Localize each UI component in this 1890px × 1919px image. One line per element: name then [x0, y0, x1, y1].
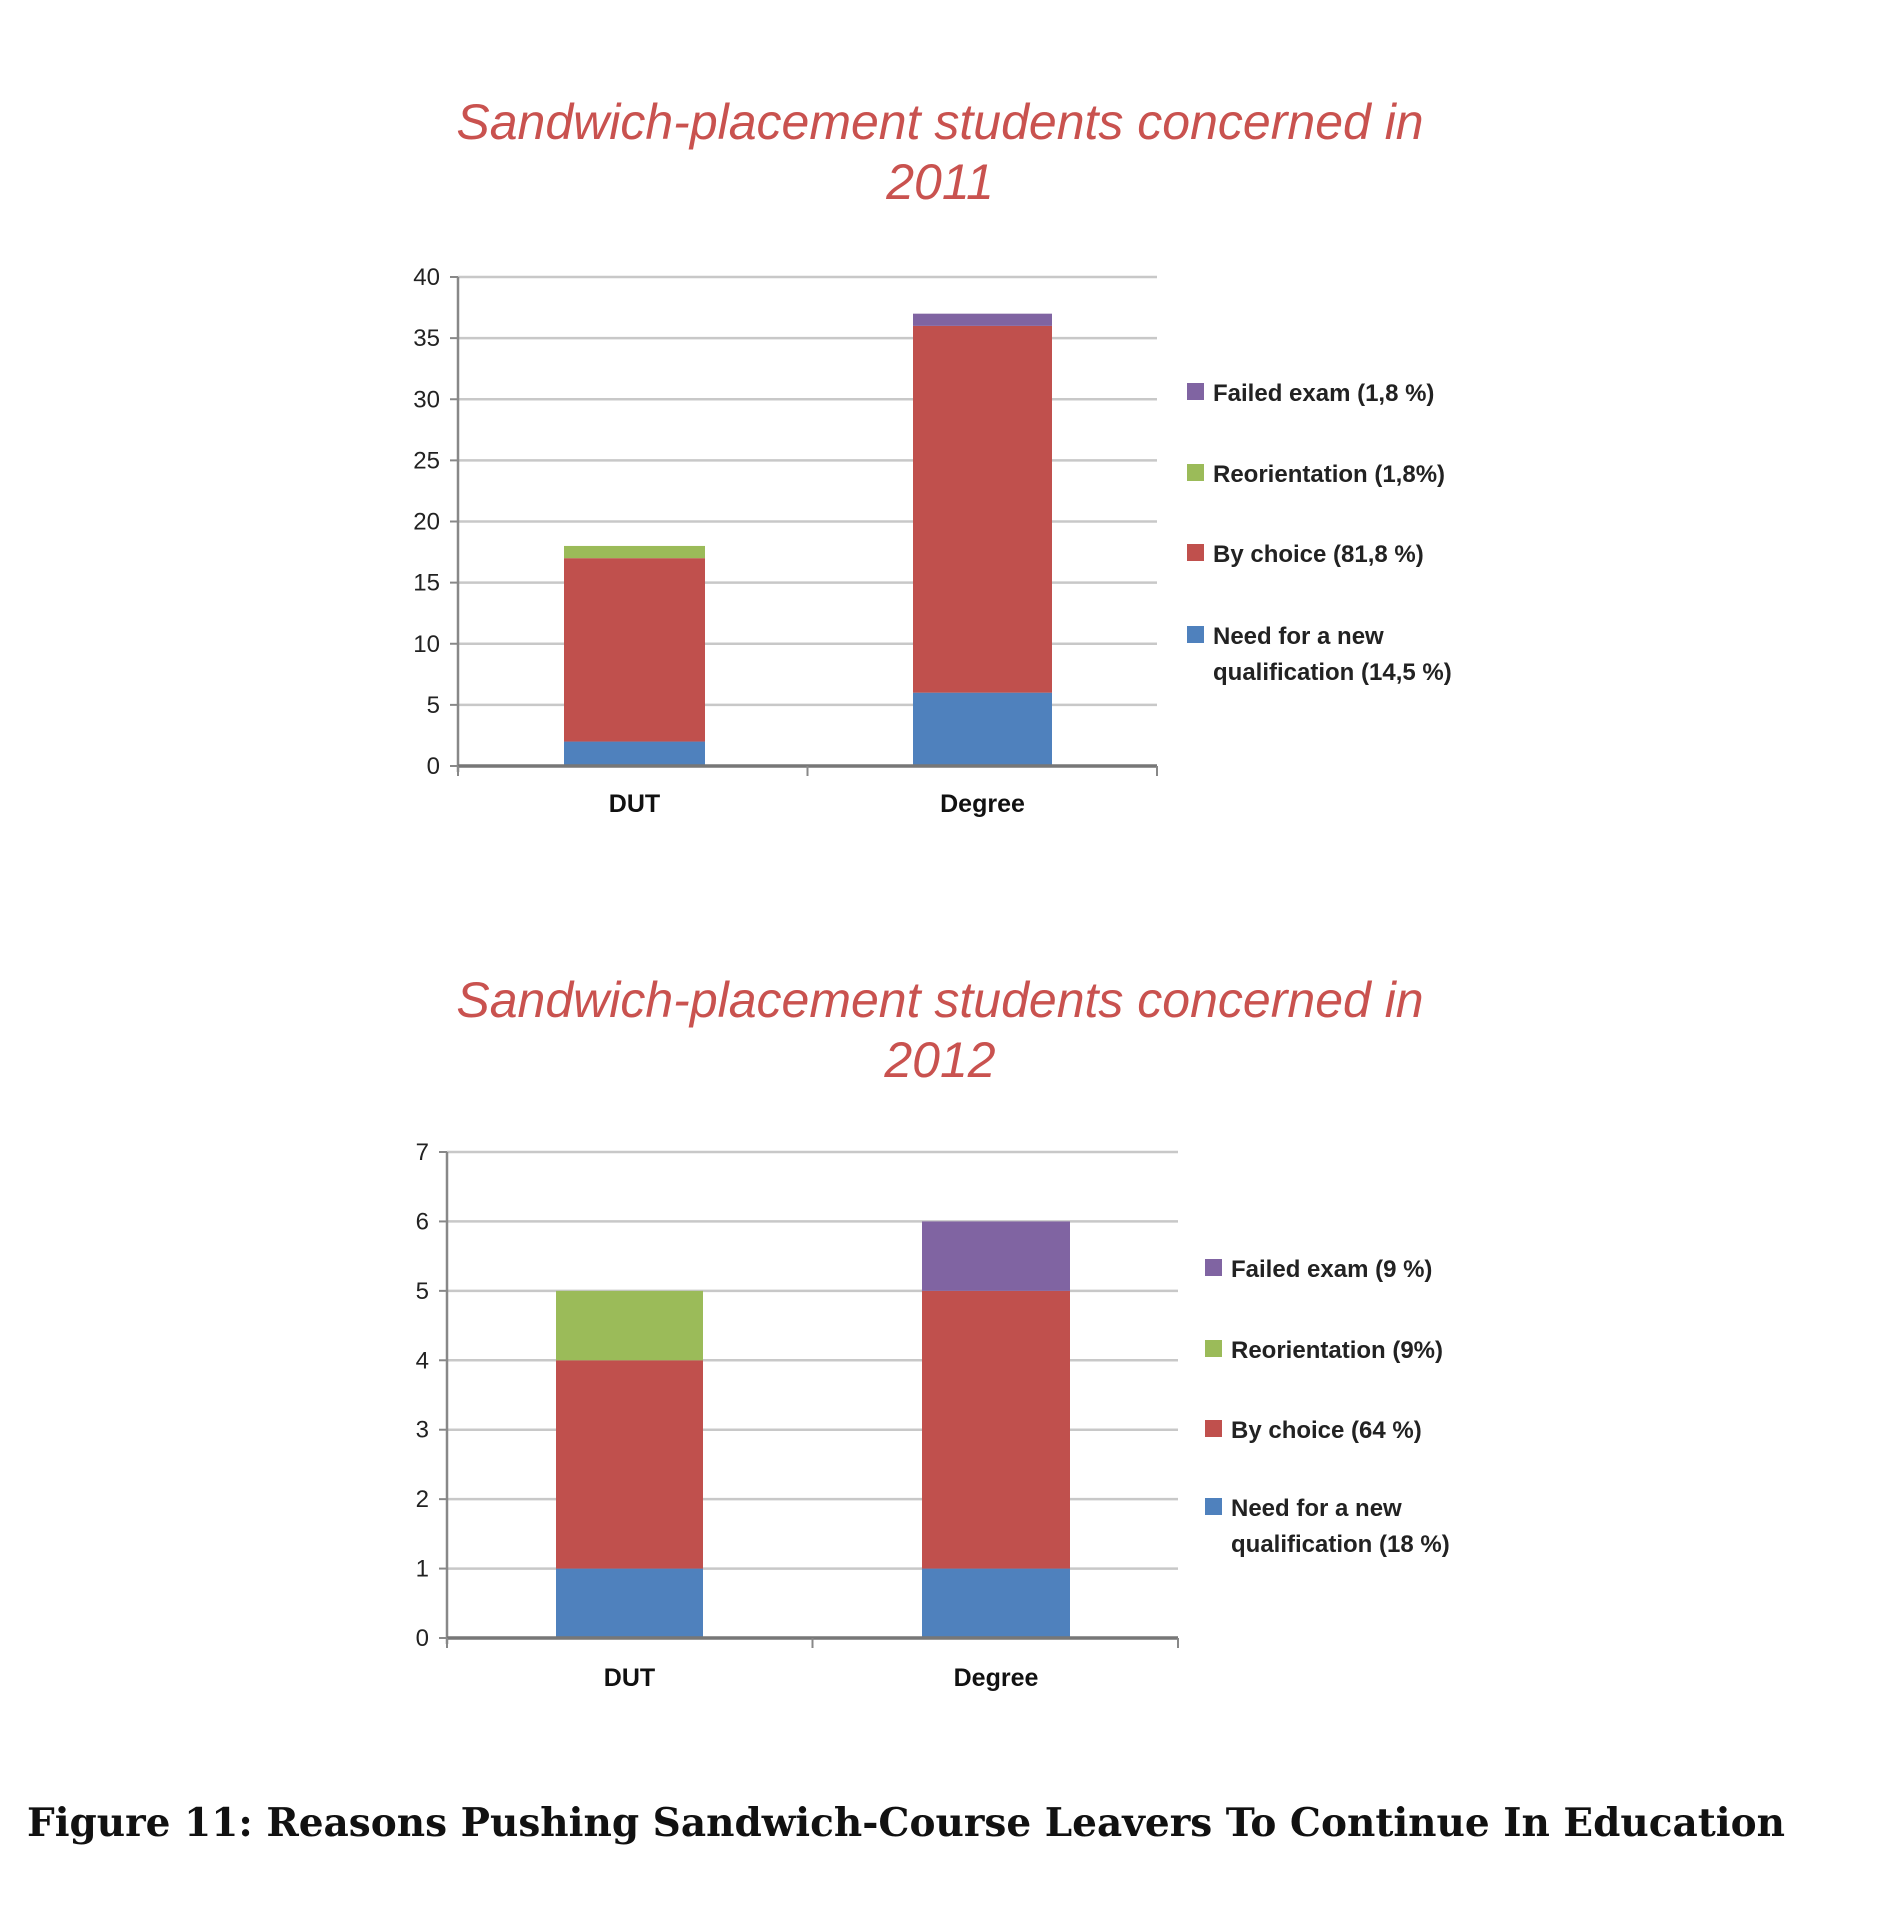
legend-label: Reorientation (9%) [1231, 1337, 1443, 1364]
bar-segment [913, 692, 1052, 766]
bar-segment [922, 1290, 1070, 1569]
bar-segment [564, 741, 705, 766]
bar-segment [913, 313, 1052, 326]
legend-label: By choice (81,8 %) [1213, 541, 1424, 568]
legend-swatch [1205, 1259, 1222, 1276]
legend-label: By choice (64 %) [1231, 1417, 1422, 1444]
x-tick-label: Degree [954, 1664, 1039, 1692]
y-tick-label: 30 [413, 386, 440, 413]
legend-label: qualification (14,5 %) [1213, 659, 1452, 686]
x-tick-label: DUT [609, 790, 660, 818]
bar-segment [556, 1568, 703, 1638]
y-tick-label: 6 [416, 1208, 429, 1235]
legend-swatch [1205, 1340, 1222, 1357]
y-tick-label: 4 [416, 1347, 429, 1374]
bar-segment [556, 1290, 703, 1361]
legend-swatch [1205, 1420, 1222, 1437]
y-tick-label: 0 [427, 753, 440, 780]
y-tick-label: 7 [416, 1139, 429, 1166]
legend-swatch [1187, 464, 1204, 481]
legend-swatch [1205, 1498, 1222, 1515]
legend-label: Failed exam (1,8 %) [1213, 380, 1434, 407]
x-tick-label: Degree [940, 790, 1025, 818]
chart-title-2012: Sandwich-placement students concerned in… [0, 970, 1880, 1090]
bar-segment [922, 1568, 1070, 1638]
y-tick-label: 35 [413, 325, 440, 352]
bar-segment [922, 1221, 1070, 1291]
figure-caption: Figure 11: Reasons Pushing Sandwich-Cour… [27, 1800, 1785, 1846]
chart-title-2011-line1: Sandwich-placement students concerned in [456, 94, 1424, 150]
legend-swatch [1187, 626, 1204, 643]
y-tick-label: 15 [413, 570, 440, 597]
legend-swatch [1187, 544, 1204, 561]
y-tick-label: 2 [416, 1486, 429, 1513]
chart-title-2011-line2: 2011 [886, 154, 994, 210]
bar-segment [564, 545, 705, 559]
x-tick-label: DUT [604, 1664, 655, 1692]
bar-segment [913, 325, 1052, 693]
bar-segment [564, 558, 705, 742]
chart-title-2012-line2: 2012 [884, 1032, 996, 1088]
y-tick-label: 10 [413, 631, 440, 658]
bar-segment [556, 1360, 703, 1569]
legend-label: Need for a new [1231, 1495, 1402, 1522]
y-tick-label: 0 [416, 1625, 429, 1652]
y-tick-label: 5 [416, 1278, 429, 1305]
y-tick-label: 40 [413, 264, 440, 291]
legend-label: Failed exam (9 %) [1231, 1256, 1432, 1283]
y-tick-label: 3 [416, 1417, 429, 1444]
legend-label: Need for a new [1213, 623, 1384, 650]
y-tick-label: 20 [413, 509, 440, 536]
legend-label: qualification (18 %) [1231, 1531, 1450, 1558]
legend-label: Reorientation (1,8%) [1213, 461, 1445, 488]
legend-swatch [1187, 383, 1204, 400]
y-tick-label: 25 [413, 447, 440, 474]
chart-title-2011: Sandwich-placement students concerned in… [0, 92, 1880, 212]
chart-title-2012-line1: Sandwich-placement students concerned in [456, 972, 1424, 1028]
y-tick-label: 5 [427, 692, 440, 719]
y-tick-label: 1 [416, 1556, 429, 1583]
